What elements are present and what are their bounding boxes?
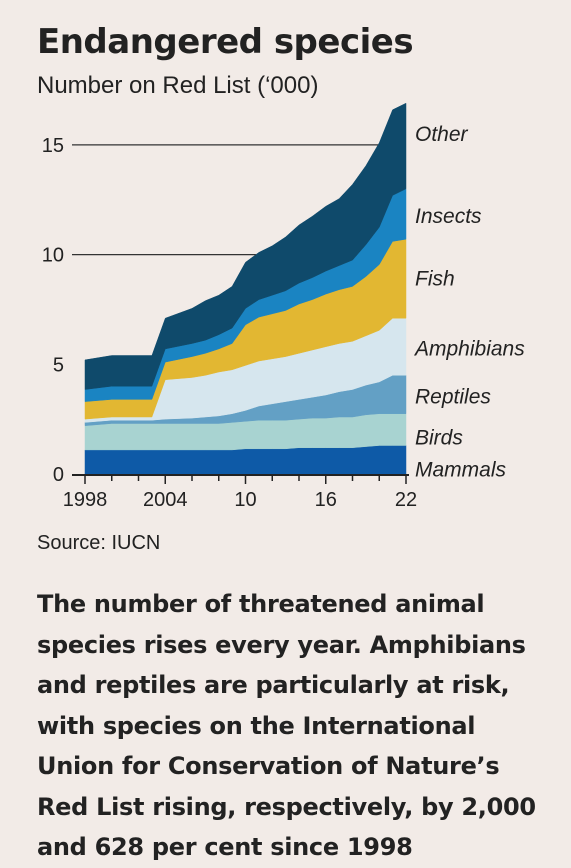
x-tick-label: 10 <box>234 489 256 511</box>
chart-gridlines <box>72 144 378 256</box>
stacked-area-chart: 0 5 10 15 1998 2004 10 16 22 Mammals Birds Reptil… <box>42 102 525 511</box>
x-tick-label: 22 <box>395 489 417 511</box>
series-label-other: Other <box>415 123 469 146</box>
chart-areas <box>84 102 407 475</box>
source-note: Source: IUCN <box>37 532 161 554</box>
y-tick-label: 10 <box>42 245 64 267</box>
y-tick-label: 15 <box>42 135 64 157</box>
series-label-birds: Birds <box>415 427 463 450</box>
y-tick-label: 0 <box>53 464 64 486</box>
series-labels: Mammals Birds Reptiles Amphibians Fish Insect… <box>413 123 525 482</box>
series-label-mammals: Mammals <box>415 459 507 482</box>
chart-subtitle: Number on Red List (‘000) <box>37 72 319 99</box>
y-tick-label: 5 <box>53 354 64 376</box>
x-tick-label: 16 <box>315 489 337 511</box>
area-other <box>84 102 407 390</box>
series-label-fish: Fish <box>415 268 455 291</box>
x-tick-label: 2004 <box>143 489 188 511</box>
x-tick-label: 1998 <box>63 489 108 511</box>
caption-text: The number of threatened animal species … <box>37 590 536 861</box>
series-label-insects: Insects <box>415 205 482 228</box>
series-label-amphibians: Amphibians <box>413 338 525 361</box>
series-label-reptiles: Reptiles <box>415 385 491 408</box>
chart-title: Endangered species <box>37 22 414 62</box>
x-axis: 1998 2004 10 16 22 <box>63 474 417 511</box>
y-axis: 0 5 10 15 <box>42 135 64 486</box>
